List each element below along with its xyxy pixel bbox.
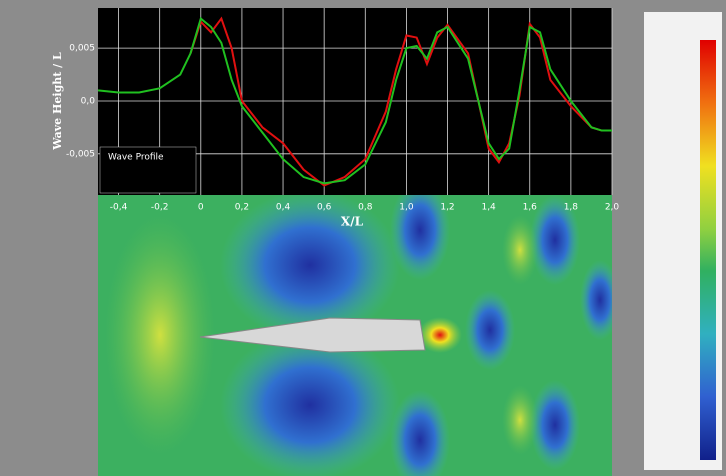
page: {"chart_data": {"type": "line", "xlabel"…	[0, 0, 726, 476]
x-tick-label: 0,4	[276, 203, 291, 213]
x-tick-label: 2,0	[605, 203, 620, 213]
x-tick-label: 1,8	[564, 203, 579, 213]
figure: -0,4 -0,2 0 0,2 0,4 0,6 0,8 1,0 1,2 1,4 1,6 1,8 2,0 0…	[0, 0, 726, 476]
x-tick-label: 0	[198, 203, 204, 213]
x-tick-label: 0,2	[235, 203, 249, 213]
y-tick-label: 0,0	[81, 96, 96, 106]
x-tick-label: -0,4	[110, 203, 128, 213]
x-tick-label: 1,4	[481, 203, 496, 213]
colorbar	[700, 40, 716, 460]
x-axis-label: X/L	[341, 215, 364, 229]
y-axis-label: Wave Height / L	[51, 52, 64, 151]
y-tick-label: 0,005	[69, 44, 95, 54]
x-tick-label: 0,8	[358, 203, 373, 213]
x-tick-label: -0,2	[151, 203, 169, 213]
x-tick-label: 0,6	[317, 203, 332, 213]
x-tick-label: 1,6	[523, 203, 538, 213]
y-tick-label: -0,005	[66, 149, 95, 159]
x-tick-label: 1,2	[440, 203, 454, 213]
legend-title: Wave Profile	[108, 153, 164, 163]
x-tick-label: 1,0	[399, 203, 414, 213]
